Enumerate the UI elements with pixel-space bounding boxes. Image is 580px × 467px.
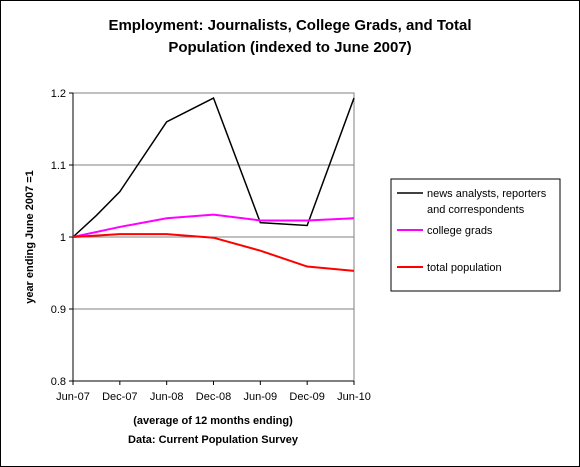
legend-label-college: college grads	[427, 225, 493, 237]
x-tick-label: Dec-09	[289, 391, 324, 403]
y-tick-label: 1.2	[51, 88, 66, 100]
x-tick-label: Dec-08	[196, 391, 231, 403]
legend-label-news-line2: and correspondents	[427, 204, 525, 216]
legend: news analysts, reporters and corresponde…	[390, 178, 561, 292]
legend-label-news-line1: news analysts, reporters	[427, 188, 547, 200]
series-line-2	[72, 233, 355, 272]
legend-label-total: total population	[427, 262, 502, 274]
x-tick-label: Jun-09	[244, 391, 278, 403]
series-line-0	[72, 96, 355, 238]
x-axis-label-line2: Data: Current Population Survey	[128, 434, 299, 446]
y-tick-label: 0.9	[51, 304, 66, 316]
x-tick-label: Dec-07	[102, 391, 137, 403]
chart-title-line2: Population (indexed to June 2007)	[168, 39, 411, 56]
y-tick-label: 1	[60, 232, 66, 244]
legend-box	[390, 178, 561, 292]
series-line-1	[72, 213, 355, 238]
x-axis-label-line1: (average of 12 months ending)	[133, 415, 293, 427]
y-axis-label: year ending June 2007 =1	[24, 170, 36, 304]
y-axis: 0.8 0.9 1 1.1 1.2	[51, 88, 73, 388]
series-lines	[72, 96, 355, 272]
x-tick-label: Jun-08	[150, 391, 184, 403]
x-tick-label: Jun-07	[56, 391, 90, 403]
chart-title-line1: Employment: Journalists, College Grads, …	[108, 17, 471, 34]
x-tick-label: Jun-10	[337, 391, 371, 403]
y-tick-label: 0.8	[51, 376, 66, 388]
y-tick-label: 1.1	[51, 160, 66, 172]
